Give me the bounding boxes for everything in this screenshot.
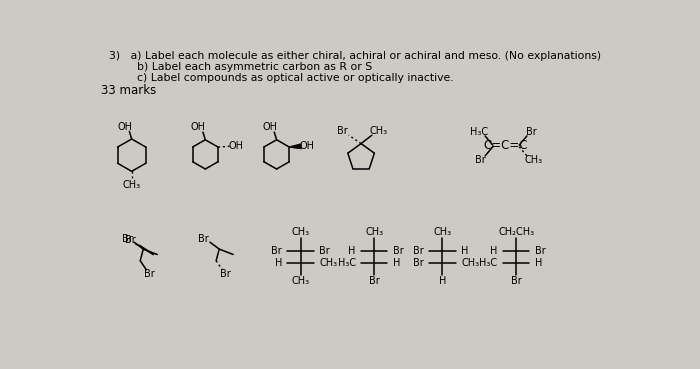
Text: Br: Br [413, 246, 424, 256]
Text: CH₃: CH₃ [370, 126, 388, 136]
Text: Br: Br [369, 276, 379, 286]
Text: H: H [274, 258, 282, 268]
Text: Br: Br [511, 276, 522, 286]
Text: H: H [349, 246, 356, 256]
Text: Br: Br [319, 246, 330, 256]
Text: 33 marks: 33 marks [102, 83, 157, 97]
Text: Br: Br [220, 269, 231, 279]
Polygon shape [289, 144, 301, 149]
Text: OH: OH [262, 123, 277, 132]
Text: H: H [393, 258, 400, 268]
Text: 3)   a) Label each molecule as either chiral, achiral or achiral and meso. (No e: 3) a) Label each molecule as either chir… [109, 51, 601, 61]
Text: H: H [535, 258, 542, 268]
Text: Br: Br [535, 246, 545, 256]
Text: OH: OH [300, 141, 315, 151]
Text: CH₃: CH₃ [292, 227, 309, 237]
Text: Br: Br [475, 155, 486, 165]
Text: Br: Br [526, 127, 537, 137]
Text: H₃C: H₃C [480, 258, 498, 268]
Text: H₃C: H₃C [337, 258, 356, 268]
Text: OH: OH [117, 122, 132, 132]
Text: Br: Br [144, 269, 155, 279]
Text: Br: Br [198, 234, 209, 244]
Text: H: H [490, 246, 498, 256]
Text: Br: Br [122, 234, 133, 244]
Text: CH₃: CH₃ [122, 180, 141, 190]
Text: Br: Br [393, 246, 404, 256]
Text: Br: Br [413, 258, 424, 268]
Text: OH: OH [191, 123, 206, 132]
Text: CH₃: CH₃ [461, 258, 480, 268]
Text: Br: Br [337, 126, 348, 136]
Text: OH: OH [228, 141, 244, 151]
Text: c) Label compounds as optical active or optically inactive.: c) Label compounds as optical active or … [109, 73, 454, 83]
Text: b) Label each asymmetric carbon as R or S: b) Label each asymmetric carbon as R or … [109, 62, 372, 72]
Text: H: H [439, 276, 446, 286]
Text: Br: Br [272, 246, 282, 256]
Text: CH₃: CH₃ [365, 227, 384, 237]
Text: CH₃: CH₃ [524, 155, 542, 165]
Text: Br: Br [125, 235, 136, 245]
Text: H: H [461, 246, 468, 256]
Text: H₃C: H₃C [470, 127, 488, 137]
Text: CH₂CH₃: CH₂CH₃ [498, 227, 534, 237]
Text: CH₃: CH₃ [319, 258, 337, 268]
Text: C=C=C: C=C=C [484, 139, 528, 152]
Text: CH₃: CH₃ [292, 276, 309, 286]
Text: CH₃: CH₃ [433, 227, 452, 237]
